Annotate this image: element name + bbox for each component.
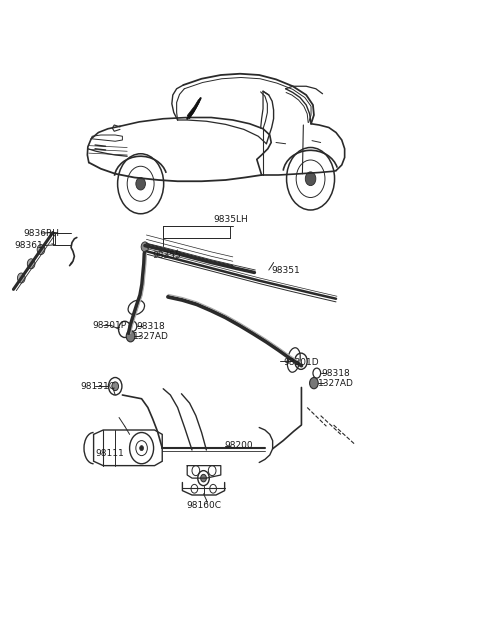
Polygon shape <box>187 98 201 119</box>
Text: 1327AD: 1327AD <box>133 332 169 341</box>
Circle shape <box>141 242 149 252</box>
Text: 98355: 98355 <box>153 251 181 259</box>
Circle shape <box>140 446 144 451</box>
Text: 98160C: 98160C <box>186 501 221 509</box>
Text: 98301D: 98301D <box>283 358 319 367</box>
Circle shape <box>17 273 25 283</box>
Circle shape <box>136 177 145 190</box>
Circle shape <box>310 378 318 389</box>
Circle shape <box>37 244 45 254</box>
Text: 98361: 98361 <box>14 241 43 249</box>
Text: 98318: 98318 <box>137 322 166 331</box>
Text: 98318: 98318 <box>322 369 350 378</box>
Circle shape <box>112 382 119 391</box>
Circle shape <box>201 474 206 482</box>
Text: 9836RH: 9836RH <box>23 229 59 238</box>
Text: 98301P: 98301P <box>92 321 126 329</box>
Text: 98351: 98351 <box>271 266 300 275</box>
Text: 98200: 98200 <box>225 441 253 450</box>
Circle shape <box>27 259 35 269</box>
Circle shape <box>126 331 135 342</box>
Circle shape <box>305 172 316 186</box>
Text: 98111: 98111 <box>95 449 124 458</box>
Text: 9835LH: 9835LH <box>214 216 248 224</box>
Text: 1327AD: 1327AD <box>318 379 354 388</box>
Text: 98131C: 98131C <box>81 382 116 391</box>
